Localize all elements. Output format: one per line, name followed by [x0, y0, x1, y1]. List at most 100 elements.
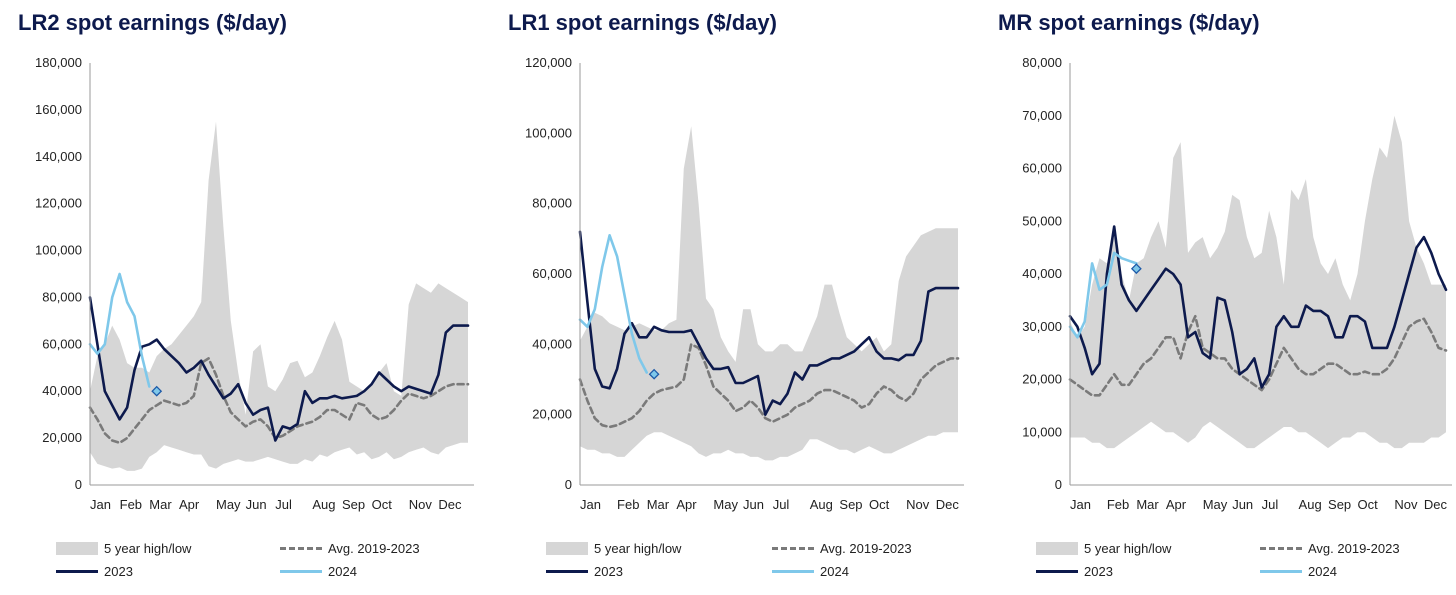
series-line-2023 [578, 230, 960, 417]
marker-2024-latest [1130, 263, 1142, 275]
chart-title: MR spot earnings ($/day) [998, 10, 1260, 35]
series-line-2023 [1068, 225, 1448, 389]
y-tick-label: 100,000 [525, 125, 572, 140]
x-tick-label: Jan [580, 497, 601, 512]
legend-label-avg: Avg. 2019-2023 [820, 540, 912, 556]
x-tick-label: Sep [342, 497, 365, 512]
x-tick-label: Dec [438, 497, 462, 512]
chart-legend: 5 year high/low Avg. 2019-2023 2023 2024 [998, 538, 1456, 588]
legend-item-band: 5 year high/low [546, 538, 681, 558]
x-tick-label: Aug [810, 497, 833, 512]
lr1-chart-svg: 0 20,000 40,000 60,000 80,000 100,000 120,000 J… [525, 55, 964, 512]
legend-swatch-band [56, 541, 98, 555]
x-tick-label: Jul [275, 497, 292, 512]
x-tick-label: Jun [1232, 497, 1253, 512]
legend-label-2023: 2023 [594, 563, 623, 579]
y-tick-label: 160,000 [35, 102, 82, 117]
y-tick-label: 60,000 [42, 336, 82, 351]
legend-item-2024: 2024 [1260, 561, 1337, 581]
series-line-2024 [1068, 251, 1138, 339]
x-tick-label: Jul [773, 497, 790, 512]
legend-label-2024: 2024 [328, 563, 357, 579]
legend-label-2023: 2023 [1084, 563, 1113, 579]
x-tick-label: Jun [246, 497, 267, 512]
legend-item-avg: Avg. 2019-2023 [772, 538, 912, 558]
x-tick-label: Aug [312, 497, 335, 512]
y-tick-label: 20,000 [1022, 372, 1062, 387]
band-5yr-high-low [1070, 115, 1446, 449]
mr-chart-panel: MR spot earnings ($/day) 0 10,000 20,000 30… [998, 0, 1456, 595]
legend-swatch-avg [772, 546, 814, 550]
legend-item-band: 5 year high/low [56, 538, 191, 558]
mr-chart-svg: 0 10,000 20,000 30,000 40,000 50,000 60,000 70,… [1022, 55, 1452, 512]
series-line-avg [1068, 314, 1448, 397]
y-tick-label: 20,000 [532, 407, 572, 422]
legend-label-band: 5 year high/low [104, 540, 192, 556]
y-tick-label: 120,000 [35, 196, 82, 211]
y-tick-label: 20,000 [42, 430, 82, 445]
legend-swatch-band [1036, 541, 1078, 555]
x-tick-label: Mar [149, 497, 172, 512]
y-tick-label: 60,000 [532, 266, 572, 281]
y-tick-label: 30,000 [1022, 319, 1062, 334]
x-tick-label: Mar [1136, 497, 1159, 512]
x-tick-label: Nov [1394, 497, 1418, 512]
lr1-chart-panel: LR1 spot earnings ($/day) 0 20,000 40,000 6… [508, 0, 978, 595]
x-tick-label: Apr [179, 497, 200, 512]
y-tick-label: 70,000 [1022, 108, 1062, 123]
legend-swatch-2024 [772, 569, 814, 573]
legend-swatch-2024 [280, 569, 322, 573]
marker-2024-latest [648, 368, 660, 380]
legend-swatch-band [546, 541, 588, 555]
legend-swatch-avg [1260, 546, 1302, 550]
x-tick-label: Oct [1358, 497, 1379, 512]
y-tick-label: 40,000 [1022, 266, 1062, 281]
legend-item-avg: Avg. 2019-2023 [280, 538, 420, 558]
legend-label-avg: Avg. 2019-2023 [1308, 540, 1400, 556]
lr2-chart-panel: LR2 spot earnings ($/day) 0 20,000 40,000 6… [18, 0, 488, 595]
y-tick-label: 50,000 [1022, 213, 1062, 228]
series-line-2024 [578, 234, 648, 374]
x-tick-label: Jan [90, 497, 111, 512]
x-tick-label: Jun [743, 497, 764, 512]
x-tick-label: Apr [676, 497, 697, 512]
legend-item-2024: 2024 [280, 561, 357, 581]
series-line-avg [578, 342, 960, 429]
legend-label-2023: 2023 [104, 563, 133, 579]
x-tick-label: Sep [839, 497, 862, 512]
y-tick-label: 180,000 [35, 55, 82, 70]
legend-item-band: 5 year high/low [1036, 538, 1171, 558]
x-tick-label: Sep [1328, 497, 1351, 512]
x-tick-label: May [216, 497, 241, 512]
legend-swatch-2023 [546, 569, 588, 573]
y-tick-label: 10,000 [1022, 424, 1062, 439]
x-tick-label: Feb [120, 497, 142, 512]
legend-label-band: 5 year high/low [594, 540, 682, 556]
x-tick-label: Oct [869, 497, 890, 512]
legend-item-2023: 2023 [546, 561, 623, 581]
legend-label-2024: 2024 [820, 563, 849, 579]
x-tick-label: Dec [1424, 497, 1448, 512]
chart-title: LR1 spot earnings ($/day) [508, 10, 777, 35]
y-tick-label: 60,000 [1022, 161, 1062, 176]
series-line-2023 [88, 296, 470, 442]
x-tick-label: Feb [1107, 497, 1129, 512]
band-5yr-high-low [580, 126, 958, 461]
legend-item-avg: Avg. 2019-2023 [1260, 538, 1400, 558]
y-tick-label: 0 [1055, 477, 1062, 492]
legend-item-2023: 2023 [1036, 561, 1113, 581]
x-tick-label: Dec [936, 497, 960, 512]
x-tick-label: Aug [1299, 497, 1322, 512]
y-tick-label: 140,000 [35, 149, 82, 164]
lr2-chart-svg: 0 20,000 40,000 60,000 80,000 100,000 120,000 1… [35, 55, 474, 512]
y-tick-label: 80,000 [1022, 55, 1062, 70]
x-tick-label: Oct [372, 497, 393, 512]
y-tick-label: 100,000 [35, 243, 82, 258]
legend-swatch-2024 [1260, 569, 1302, 573]
x-tick-label: Nov [906, 497, 930, 512]
x-tick-label: Jan [1070, 497, 1091, 512]
legend-label-band: 5 year high/low [1084, 540, 1172, 556]
legend-label-2024: 2024 [1308, 563, 1337, 579]
marker-2024-latest [151, 385, 163, 397]
y-tick-label: 40,000 [42, 383, 82, 398]
